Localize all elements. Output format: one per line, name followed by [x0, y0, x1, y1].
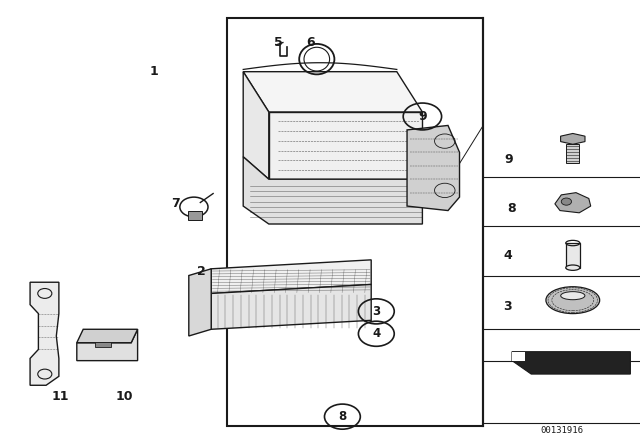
Circle shape	[561, 198, 572, 205]
Polygon shape	[211, 260, 371, 293]
Text: 8: 8	[339, 410, 346, 423]
Text: 10: 10	[116, 390, 134, 403]
Bar	[227, 18, 483, 426]
Polygon shape	[512, 352, 525, 361]
Polygon shape	[211, 284, 371, 329]
Bar	[566, 144, 579, 163]
Text: 2: 2	[197, 264, 206, 278]
Text: 00131916: 00131916	[540, 426, 584, 435]
Text: 7: 7	[172, 197, 180, 211]
Ellipse shape	[561, 292, 585, 300]
Polygon shape	[189, 269, 211, 336]
Bar	[188, 211, 202, 220]
Bar	[95, 342, 111, 347]
Text: 11: 11	[52, 390, 70, 403]
Polygon shape	[243, 72, 422, 112]
Text: 1: 1	[149, 65, 158, 78]
Text: 4: 4	[372, 327, 380, 340]
Polygon shape	[269, 112, 422, 179]
Text: 4: 4	[503, 249, 512, 262]
Ellipse shape	[566, 265, 580, 270]
Text: 3: 3	[503, 300, 512, 314]
Polygon shape	[243, 72, 269, 179]
Polygon shape	[77, 329, 138, 361]
Polygon shape	[555, 193, 591, 213]
Polygon shape	[30, 282, 59, 385]
Bar	[566, 243, 580, 267]
Text: 8: 8	[508, 202, 516, 215]
Ellipse shape	[546, 287, 600, 314]
Text: 3: 3	[372, 305, 380, 318]
Polygon shape	[561, 134, 585, 144]
Text: 5: 5	[274, 36, 283, 49]
Polygon shape	[512, 352, 630, 374]
Text: 6: 6	[306, 36, 315, 49]
Text: 9: 9	[504, 152, 513, 166]
Polygon shape	[407, 125, 460, 211]
Polygon shape	[77, 329, 138, 343]
Polygon shape	[243, 157, 422, 224]
Text: 9: 9	[418, 110, 427, 123]
